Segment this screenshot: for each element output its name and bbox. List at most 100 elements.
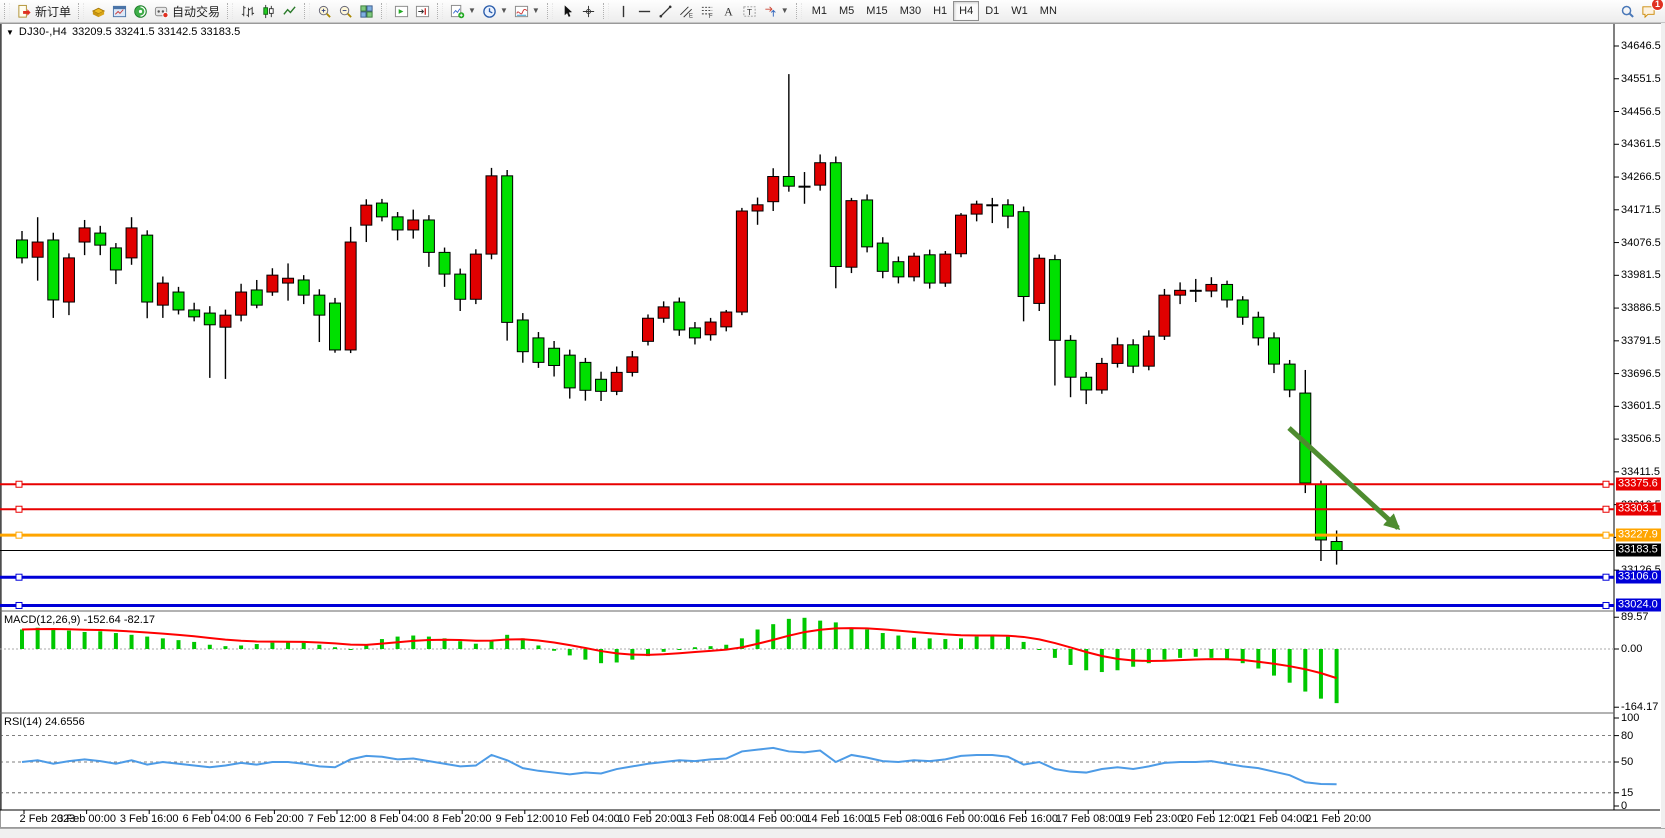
timeframe-m30-button[interactable]: M30 <box>894 1 927 21</box>
chart-collapse-icon[interactable]: ▼ <box>6 27 14 37</box>
dropdown-caret-icon[interactable]: ▼ <box>468 6 476 15</box>
timeframe-m1-button[interactable]: M1 <box>806 1 833 21</box>
vertical-line-button[interactable] <box>613 1 634 21</box>
timeframe-w1-button[interactable]: W1 <box>1005 1 1034 21</box>
line-handle[interactable] <box>15 531 23 539</box>
macd-axis-label: 89.57 <box>1621 611 1649 624</box>
fibonacci-button[interactable]: F <box>697 1 718 21</box>
chat-button[interactable]: 1 <box>1638 0 1664 21</box>
data-window-icon <box>112 4 127 19</box>
candle-body <box>782 176 795 187</box>
navigator-button[interactable] <box>130 1 151 21</box>
period-button[interactable]: ▼ <box>479 1 511 21</box>
line-handle[interactable] <box>1602 601 1610 609</box>
text-button[interactable]: A <box>718 1 739 21</box>
line-chart-button[interactable] <box>279 1 300 21</box>
price-axis-label: 33791.5 <box>1621 334 1661 347</box>
macd-bar <box>1005 636 1010 649</box>
toolbar-grip[interactable] <box>546 3 553 19</box>
macd-indicator-label: MACD(12,26,9) -152.64 -82.17 <box>4 614 155 626</box>
macd-bar <box>1272 649 1276 676</box>
new-chart-button[interactable]: ▼ <box>447 1 479 21</box>
macd-bar <box>677 649 682 650</box>
timeframe-m5-button[interactable]: M5 <box>833 1 860 21</box>
toolbar-grip[interactable] <box>437 3 444 19</box>
candlestick-button[interactable] <box>258 1 279 21</box>
candle-body <box>125 227 138 259</box>
shapes-button[interactable]: ▼ <box>760 1 792 21</box>
line-handle[interactable] <box>15 480 23 488</box>
bar-chart-button[interactable] <box>237 1 258 21</box>
zoom-out-icon <box>338 4 353 19</box>
toolbar-grip[interactable] <box>602 3 609 19</box>
toolbar: 新订单 自动交易 ▼ ▼ ▼ E F A T ▼ M1 M5 M15 M30 H1 H4 D1 W1 MN 1 <box>0 0 1665 23</box>
time-axis-label: 10 Feb 04:00 <box>554 813 620 825</box>
zoom-in-icon <box>317 4 332 19</box>
search-button[interactable] <box>1617 1 1638 21</box>
toolbar-grip[interactable] <box>795 3 802 19</box>
timeframe-h4-button[interactable]: H4 <box>953 1 980 21</box>
rsi-axis-label: 50 <box>1621 756 1634 768</box>
macd-bar <box>1178 649 1183 658</box>
horizontal-line-button[interactable] <box>634 1 655 21</box>
trendline-button[interactable] <box>655 1 676 21</box>
macd-axis-label: -164.17 <box>1621 701 1659 714</box>
macd-bar <box>599 649 604 664</box>
new-order-button[interactable]: 新订单 <box>14 1 74 21</box>
macd-bar <box>755 629 760 649</box>
candles-layer <box>16 74 1343 565</box>
macd-bar <box>1240 649 1245 664</box>
candle-body <box>1048 259 1061 341</box>
autotrading-button[interactable]: 自动交易 <box>151 1 223 21</box>
crosshair-button[interactable] <box>578 1 599 21</box>
trend-arrow-annotation[interactable] <box>1287 426 1401 531</box>
timeframe-mn-button[interactable]: MN <box>1034 1 1063 21</box>
zoom-in-button[interactable] <box>314 1 335 21</box>
toolbar-grip[interactable] <box>78 3 85 19</box>
toolbar-grip[interactable] <box>227 3 234 19</box>
line-handle[interactable] <box>1602 531 1610 539</box>
data-window-button[interactable] <box>109 1 130 21</box>
label-button[interactable]: T <box>739 1 760 21</box>
dropdown-caret-icon[interactable]: ▼ <box>531 6 540 15</box>
line-handle[interactable] <box>1602 480 1610 488</box>
window-right-frame <box>1661 23 1665 838</box>
candle-body <box>704 321 717 336</box>
time-axis-label: 8 Feb 04:00 <box>370 813 429 825</box>
dropdown-caret-icon[interactable]: ▼ <box>780 6 789 15</box>
rsi-axis-label: 15 <box>1621 786 1634 799</box>
template-button[interactable]: ▼ <box>511 1 543 21</box>
price-axis-label: 34076.5 <box>1621 236 1661 249</box>
candle-body <box>422 219 435 253</box>
line-handle[interactable] <box>15 505 23 513</box>
line-handle[interactable] <box>1602 573 1610 581</box>
timeframe-h1-button[interactable]: H1 <box>927 1 953 21</box>
rsi-value: 24.6556 <box>44 716 85 728</box>
macd-axis-label: 0.00 <box>1621 643 1643 655</box>
line-handle[interactable] <box>15 601 23 609</box>
market-watch-button[interactable] <box>88 1 109 21</box>
candle-body <box>78 227 91 243</box>
rsi-indicator-label: RSI(14) 24.6556 <box>4 716 85 728</box>
macd-bar <box>1256 649 1261 669</box>
navigator-icon <box>133 4 148 19</box>
timeframe-d1-button[interactable]: D1 <box>979 1 1005 21</box>
channel-button[interactable]: E <box>676 1 697 21</box>
chart-shift-button[interactable] <box>412 1 433 21</box>
dropdown-caret-icon[interactable]: ▼ <box>499 6 508 15</box>
price-axis-label: 34456.5 <box>1621 105 1661 118</box>
auto-scroll-button[interactable] <box>391 1 412 21</box>
line-handle[interactable] <box>15 573 23 581</box>
cursor-button[interactable] <box>557 1 578 21</box>
timeframe-m15-button[interactable]: M15 <box>860 1 893 21</box>
line-handle[interactable] <box>1602 505 1610 513</box>
toolbar-grip[interactable] <box>381 3 388 19</box>
macd-bar <box>959 638 963 649</box>
toolbar-grip[interactable] <box>4 3 10 19</box>
macd-bar <box>473 643 478 649</box>
rsi-name: RSI(14) <box>4 716 42 728</box>
tile-windows-button[interactable] <box>356 1 377 21</box>
toolbar-grip[interactable] <box>304 3 311 19</box>
candle-body <box>438 251 451 275</box>
zoom-out-button[interactable] <box>335 1 356 21</box>
